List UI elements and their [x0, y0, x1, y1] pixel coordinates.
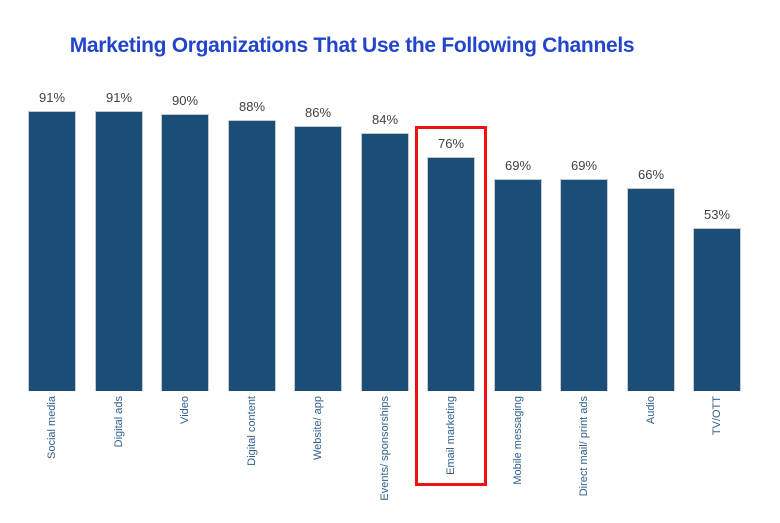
value-label-tv-ott: 53%	[703, 207, 731, 222]
value-label-mobile-messaging: 69%	[504, 158, 532, 173]
category-label-audio: Audio	[645, 396, 657, 425]
value-label-digital-content: 88%	[238, 99, 266, 114]
bar-digital-ads	[95, 111, 143, 391]
value-label-social-media: 91%	[38, 90, 66, 105]
category-label-website-app: Website/ app	[312, 396, 324, 461]
bar-direct-mail-print-ads	[560, 179, 608, 391]
value-label-website-app: 86%	[304, 105, 332, 120]
value-label-digital-ads: 91%	[105, 90, 133, 105]
bar-website-app	[294, 126, 342, 391]
value-label-audio: 66%	[637, 167, 665, 182]
bar-email-marketing	[427, 157, 475, 391]
value-label-video: 90%	[171, 93, 199, 108]
category-label-direct-mail-print-ads: Direct mail/ print ads	[578, 396, 590, 497]
bar-mobile-messaging	[494, 179, 542, 391]
category-label-digital-content: Digital content	[246, 396, 258, 466]
category-label-video: Video	[179, 396, 191, 424]
bar-tv-ott	[693, 228, 741, 391]
chart-title: Marketing Organizations That Use the Fol…	[69, 34, 635, 57]
value-label-events-sponsorships: 84%	[371, 112, 399, 127]
category-label-mobile-messaging: Mobile messaging	[512, 396, 524, 485]
bar-events-sponsorships	[361, 133, 409, 391]
bar-digital-content	[228, 120, 276, 391]
category-label-social-media: Social media	[46, 396, 58, 459]
value-label-email-marketing: 76%	[437, 136, 465, 151]
value-label-direct-mail-print-ads: 69%	[570, 158, 598, 173]
highlight-box	[415, 126, 487, 486]
bar-video	[161, 114, 209, 391]
bar-audio	[627, 188, 675, 391]
category-label-digital-ads: Digital ads	[113, 396, 125, 448]
category-label-tv-ott: TV/OTT	[711, 396, 723, 436]
bar-social-media	[28, 111, 76, 391]
category-label-events-sponsorships: Events/ sponsorships	[379, 396, 391, 501]
